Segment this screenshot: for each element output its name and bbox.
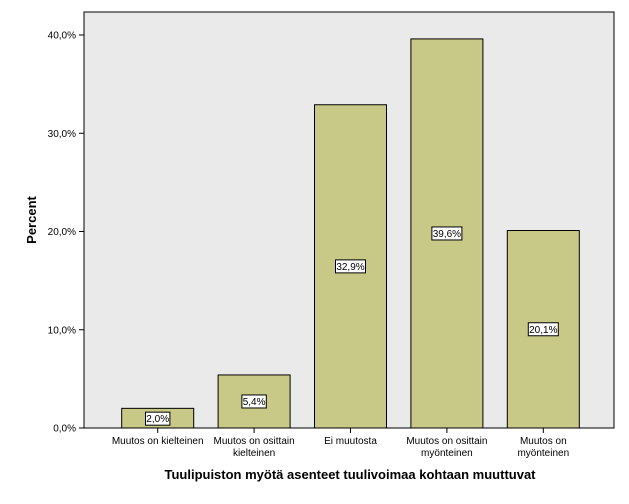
data-label: 2,0% xyxy=(146,414,169,425)
y-tick-label: 10,0% xyxy=(48,325,76,336)
y-axis-title: Percent xyxy=(24,195,39,243)
data-label: 32,9% xyxy=(336,262,364,273)
x-tick-label: Muutos on xyxy=(520,436,567,447)
data-label-box xyxy=(527,322,559,337)
x-tick-label: kielteinen xyxy=(233,448,275,459)
data-label-box xyxy=(145,411,171,426)
bars-group: 2,0% 5,4% 32,9% 39,6% 20,1% xyxy=(121,38,580,429)
y-tick-label: 0,0% xyxy=(53,424,76,435)
data-label-box xyxy=(335,259,366,274)
y-tick-label: 20,0% xyxy=(48,227,76,238)
x-tick-label: myönteinen xyxy=(421,448,473,459)
x-tick-label: myönteinen xyxy=(517,448,569,459)
x-tick-label: Muutos on osittain xyxy=(214,436,295,447)
x-tick-label: Ei muutosta xyxy=(324,436,377,447)
y-axis: 0,0% 10,0% 20,0% 30,0% 40,0% xyxy=(48,31,84,435)
data-label: 20,1% xyxy=(529,325,557,336)
x-axis-title: Tuulipuiston myötä asenteet tuulivoimaa … xyxy=(164,467,536,482)
data-label-box xyxy=(241,394,267,409)
x-tick-label: Muutos on kielteinen xyxy=(112,436,204,447)
data-label: 5,4% xyxy=(243,397,266,408)
y-tick-label: 30,0% xyxy=(48,129,76,140)
y-tick-label: 40,0% xyxy=(48,31,76,42)
x-tick-label: Muutos on osittain xyxy=(406,436,487,447)
data-label-box xyxy=(431,226,463,241)
x-axis: Muutos on kielteinen Muutos on osittainki… xyxy=(112,428,569,459)
data-label: 39,6% xyxy=(433,229,461,240)
